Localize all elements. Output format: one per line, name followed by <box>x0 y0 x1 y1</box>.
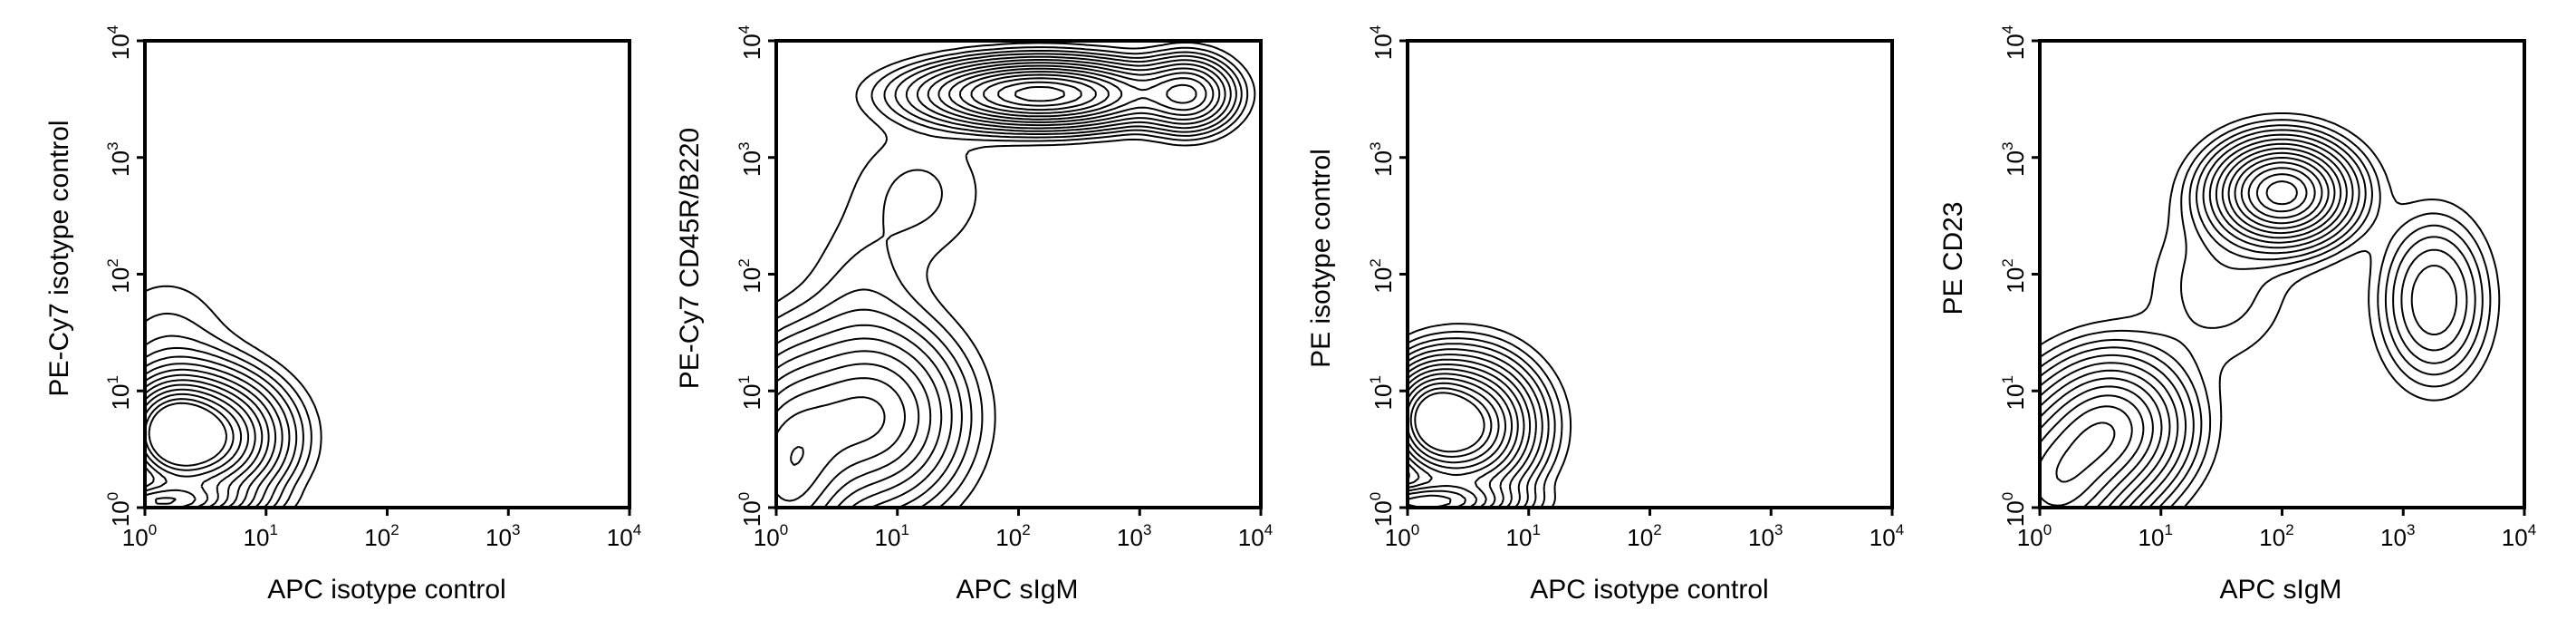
y-tick-label: 100 <box>104 492 134 527</box>
contour-level-11 <box>2039 161 2323 507</box>
contour-level-13 <box>2255 173 2308 213</box>
contour-level-14 <box>148 402 227 467</box>
contour-level-13 <box>144 398 235 505</box>
contour-level-9 <box>2039 151 2336 509</box>
contour-level-10 <box>775 71 1197 502</box>
y-tick-label: 104 <box>1999 25 2029 60</box>
contour-level-2 <box>1407 330 1563 509</box>
contour-level-11 <box>144 388 250 509</box>
panel-1: APC isotype control PE-Cy7 isotype contr… <box>44 25 641 605</box>
contour-level-6 <box>775 59 1226 509</box>
contour-level-4 <box>1407 343 1550 509</box>
contour-level-13 <box>1409 387 1493 458</box>
y-tick-label: 103 <box>1367 142 1397 177</box>
y-tick-label: 103 <box>104 142 134 177</box>
contour-level-8 <box>1407 363 1525 509</box>
y-tick-label: 101 <box>1367 375 1397 410</box>
contour-level-8 <box>144 373 270 509</box>
y-tick-label: 104 <box>104 25 134 60</box>
x-tick-label: 103 <box>1748 521 1783 551</box>
y-axis-label: PE CD23 <box>1938 201 1968 315</box>
x-tick-label: 103 <box>1117 521 1151 551</box>
x-tick-label: 100 <box>754 521 788 551</box>
plot-frame <box>774 39 1263 509</box>
x-axis-label: APC isotype control <box>1530 575 1768 605</box>
x-tick-label: 100 <box>1385 521 1419 551</box>
x-tick-label: 101 <box>1506 521 1541 551</box>
y-tick-label: 100 <box>1367 492 1397 527</box>
x-tick-label: 101 <box>2139 521 2173 551</box>
y-axis-label: PE-Cy7 CD45R/B220 <box>675 128 705 389</box>
panel-3: APC isotype control PE isotype control 1… <box>1306 25 1904 605</box>
y-axis-label: PE-Cy7 isotype control <box>44 120 74 396</box>
contour-level-6 <box>2039 138 2458 509</box>
x-tick-label: 104 <box>1870 521 1904 551</box>
contour-level-11 <box>790 73 1110 467</box>
x-tick-label: 102 <box>2259 521 2293 551</box>
y-tick-label: 102 <box>104 258 134 293</box>
x-tick-label: 102 <box>1627 521 1661 551</box>
y-tick-label: 101 <box>104 375 134 410</box>
x-tick-label: 100 <box>122 521 157 551</box>
y-tick-label: 103 <box>735 142 765 177</box>
y-tick-label: 100 <box>735 492 765 527</box>
x-tick-label: 100 <box>2017 521 2052 551</box>
contour-level-4 <box>144 346 298 509</box>
contour-level-2 <box>775 46 1249 509</box>
y-tick-label: 100 <box>1999 492 2029 527</box>
y-tick-label: 101 <box>735 375 765 410</box>
x-tick-label: 103 <box>485 521 520 551</box>
contour-level-12 <box>2055 167 2316 483</box>
x-tick-label: 104 <box>2502 521 2536 551</box>
contour-level-14 <box>1014 86 1065 102</box>
contour-level-3 <box>2039 124 2484 509</box>
y-axis-label: PE isotype control <box>1306 149 1336 368</box>
y-tick-label: 104 <box>735 25 765 60</box>
contour-level-14 <box>1414 392 1485 453</box>
x-axis-label: APC isotype control <box>267 575 505 605</box>
contour-level-14 <box>2265 180 2298 206</box>
contour-level-3 <box>1407 337 1556 509</box>
x-tick-label: 104 <box>607 521 641 551</box>
x-tick-label: 104 <box>1238 521 1273 551</box>
x-tick-label: 101 <box>244 521 278 551</box>
y-tick-label: 102 <box>1999 258 2029 293</box>
contour-level-13 <box>997 81 1082 107</box>
x-tick-label: 102 <box>995 521 1030 551</box>
x-axis-label: APC sIgM <box>2219 575 2341 605</box>
contour-level-1 <box>144 285 322 509</box>
contour-level-10 <box>2039 157 2330 509</box>
x-axis-label: APC sIgM <box>956 575 1078 605</box>
y-tick-label: 103 <box>1999 142 2029 177</box>
contour-level-2 <box>144 312 312 509</box>
y-tick-label: 102 <box>735 258 765 293</box>
y-tick-label: 101 <box>1999 375 2029 410</box>
y-tick-label: 102 <box>1367 258 1397 293</box>
plot-frame <box>143 39 631 509</box>
x-tick-label: 102 <box>364 521 399 551</box>
x-tick-label: 103 <box>2380 521 2415 551</box>
y-tick-label: 104 <box>1367 25 1397 60</box>
contour-level-12 <box>983 77 1097 111</box>
x-tick-label: 101 <box>875 521 909 551</box>
